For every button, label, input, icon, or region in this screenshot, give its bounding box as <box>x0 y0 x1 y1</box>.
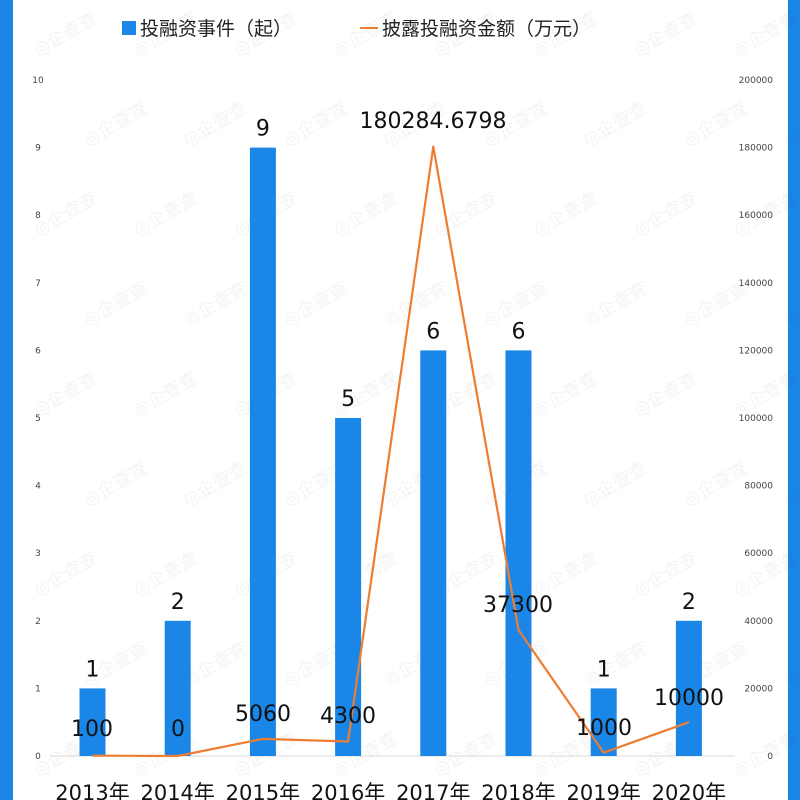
x-axis-label: 2017年 <box>396 781 470 800</box>
left-axis-tick: 3 <box>35 549 41 559</box>
right-axis: 0 20000 40000 60000 80000 100000 120000 140000 1… <box>739 76 774 762</box>
legend-item-bar: 投融资事件（起） <box>122 14 292 41</box>
left-axis-tick: 8 <box>35 211 41 221</box>
legend-item-line: 披露投融资金额（万元） <box>360 14 591 41</box>
line-series <box>92 145 690 758</box>
line-value-label: 1000 <box>576 716 632 741</box>
left-axis-tick: 2 <box>35 617 41 627</box>
bar <box>505 350 532 756</box>
bar <box>420 350 447 756</box>
right-axis-tick: 40000 <box>744 617 773 627</box>
bar-series <box>79 147 702 757</box>
right-axis-tick: 160000 <box>739 211 774 221</box>
line-value-label: 5060 <box>235 702 291 727</box>
bar <box>675 620 702 756</box>
left-axis-tick: 10 <box>32 76 44 86</box>
bar <box>79 688 106 756</box>
left-axis: 0 1 2 3 4 5 6 7 8 9 10 <box>32 76 44 762</box>
left-axis-tick: 7 <box>35 279 41 289</box>
x-axis-label: 2013年 <box>55 781 129 800</box>
bar-value-label: 1 <box>597 657 611 682</box>
x-axis-label: 2016年 <box>311 781 385 800</box>
x-axis-label: 2019年 <box>566 781 640 800</box>
left-axis-tick: 9 <box>35 144 41 154</box>
left-axis-tick: 0 <box>35 752 41 762</box>
bar-value-label: 6 <box>512 319 526 344</box>
bar <box>590 688 617 756</box>
bar-value-label: 9 <box>256 117 270 142</box>
x-axis-label: 2020年 <box>652 781 726 800</box>
frame-right-border <box>788 0 800 800</box>
x-axis-label: 2015年 <box>226 781 300 800</box>
line-value-label: 100 <box>71 717 113 742</box>
right-axis-tick: 140000 <box>739 279 774 289</box>
frame-left-border <box>0 0 13 800</box>
right-axis-tick: 20000 <box>744 684 773 694</box>
left-axis-tick: 1 <box>35 684 41 694</box>
x-axis-labels: 2013年 2014年 2015年 2016年 2017年 2018年 2019年 2020年 <box>55 781 726 800</box>
bar <box>164 620 191 756</box>
line-value-label: 4300 <box>320 704 376 729</box>
left-axis-tick: 6 <box>35 346 41 356</box>
x-axis-label: 2014年 <box>140 781 214 800</box>
right-axis-tick: 0 <box>767 752 773 762</box>
bar-value-label: 2 <box>682 590 696 615</box>
amount-line <box>92 145 690 758</box>
right-axis-tick: 180000 <box>739 144 774 154</box>
line-swatch-icon <box>360 26 378 29</box>
bar <box>335 418 362 756</box>
right-axis-tick: 60000 <box>744 549 773 559</box>
line-value-label: 37300 <box>483 593 553 618</box>
line-value-label: 0 <box>171 717 185 742</box>
bar <box>249 147 276 757</box>
bar-value-label: 5 <box>341 387 355 412</box>
right-axis-tick: 100000 <box>739 414 774 424</box>
bar-value-label: 2 <box>171 590 185 615</box>
right-axis-tick: 120000 <box>739 346 774 356</box>
bar-value-label: 1 <box>86 657 100 682</box>
right-axis-tick: 200000 <box>739 76 774 86</box>
legend-line-label: 披露投融资金额（万元） <box>382 18 592 40</box>
chart-legend: 投融资事件（起） 披露投融资金额（万元） <box>0 14 800 44</box>
bar-data-labels: 1 2 9 5 6 6 1 2 <box>86 117 696 683</box>
left-axis-tick: 5 <box>35 414 41 424</box>
x-axis-label: 2018年 <box>481 781 555 800</box>
left-axis-tick: 4 <box>35 482 41 492</box>
line-value-label: 10000 <box>654 686 724 711</box>
line-value-label: 180284.6798 <box>360 109 507 134</box>
legend-bar-label: 投融资事件（起） <box>140 18 293 40</box>
bar-swatch-icon <box>122 20 136 35</box>
bar-value-label: 6 <box>426 319 440 344</box>
right-axis-tick: 80000 <box>744 482 773 492</box>
